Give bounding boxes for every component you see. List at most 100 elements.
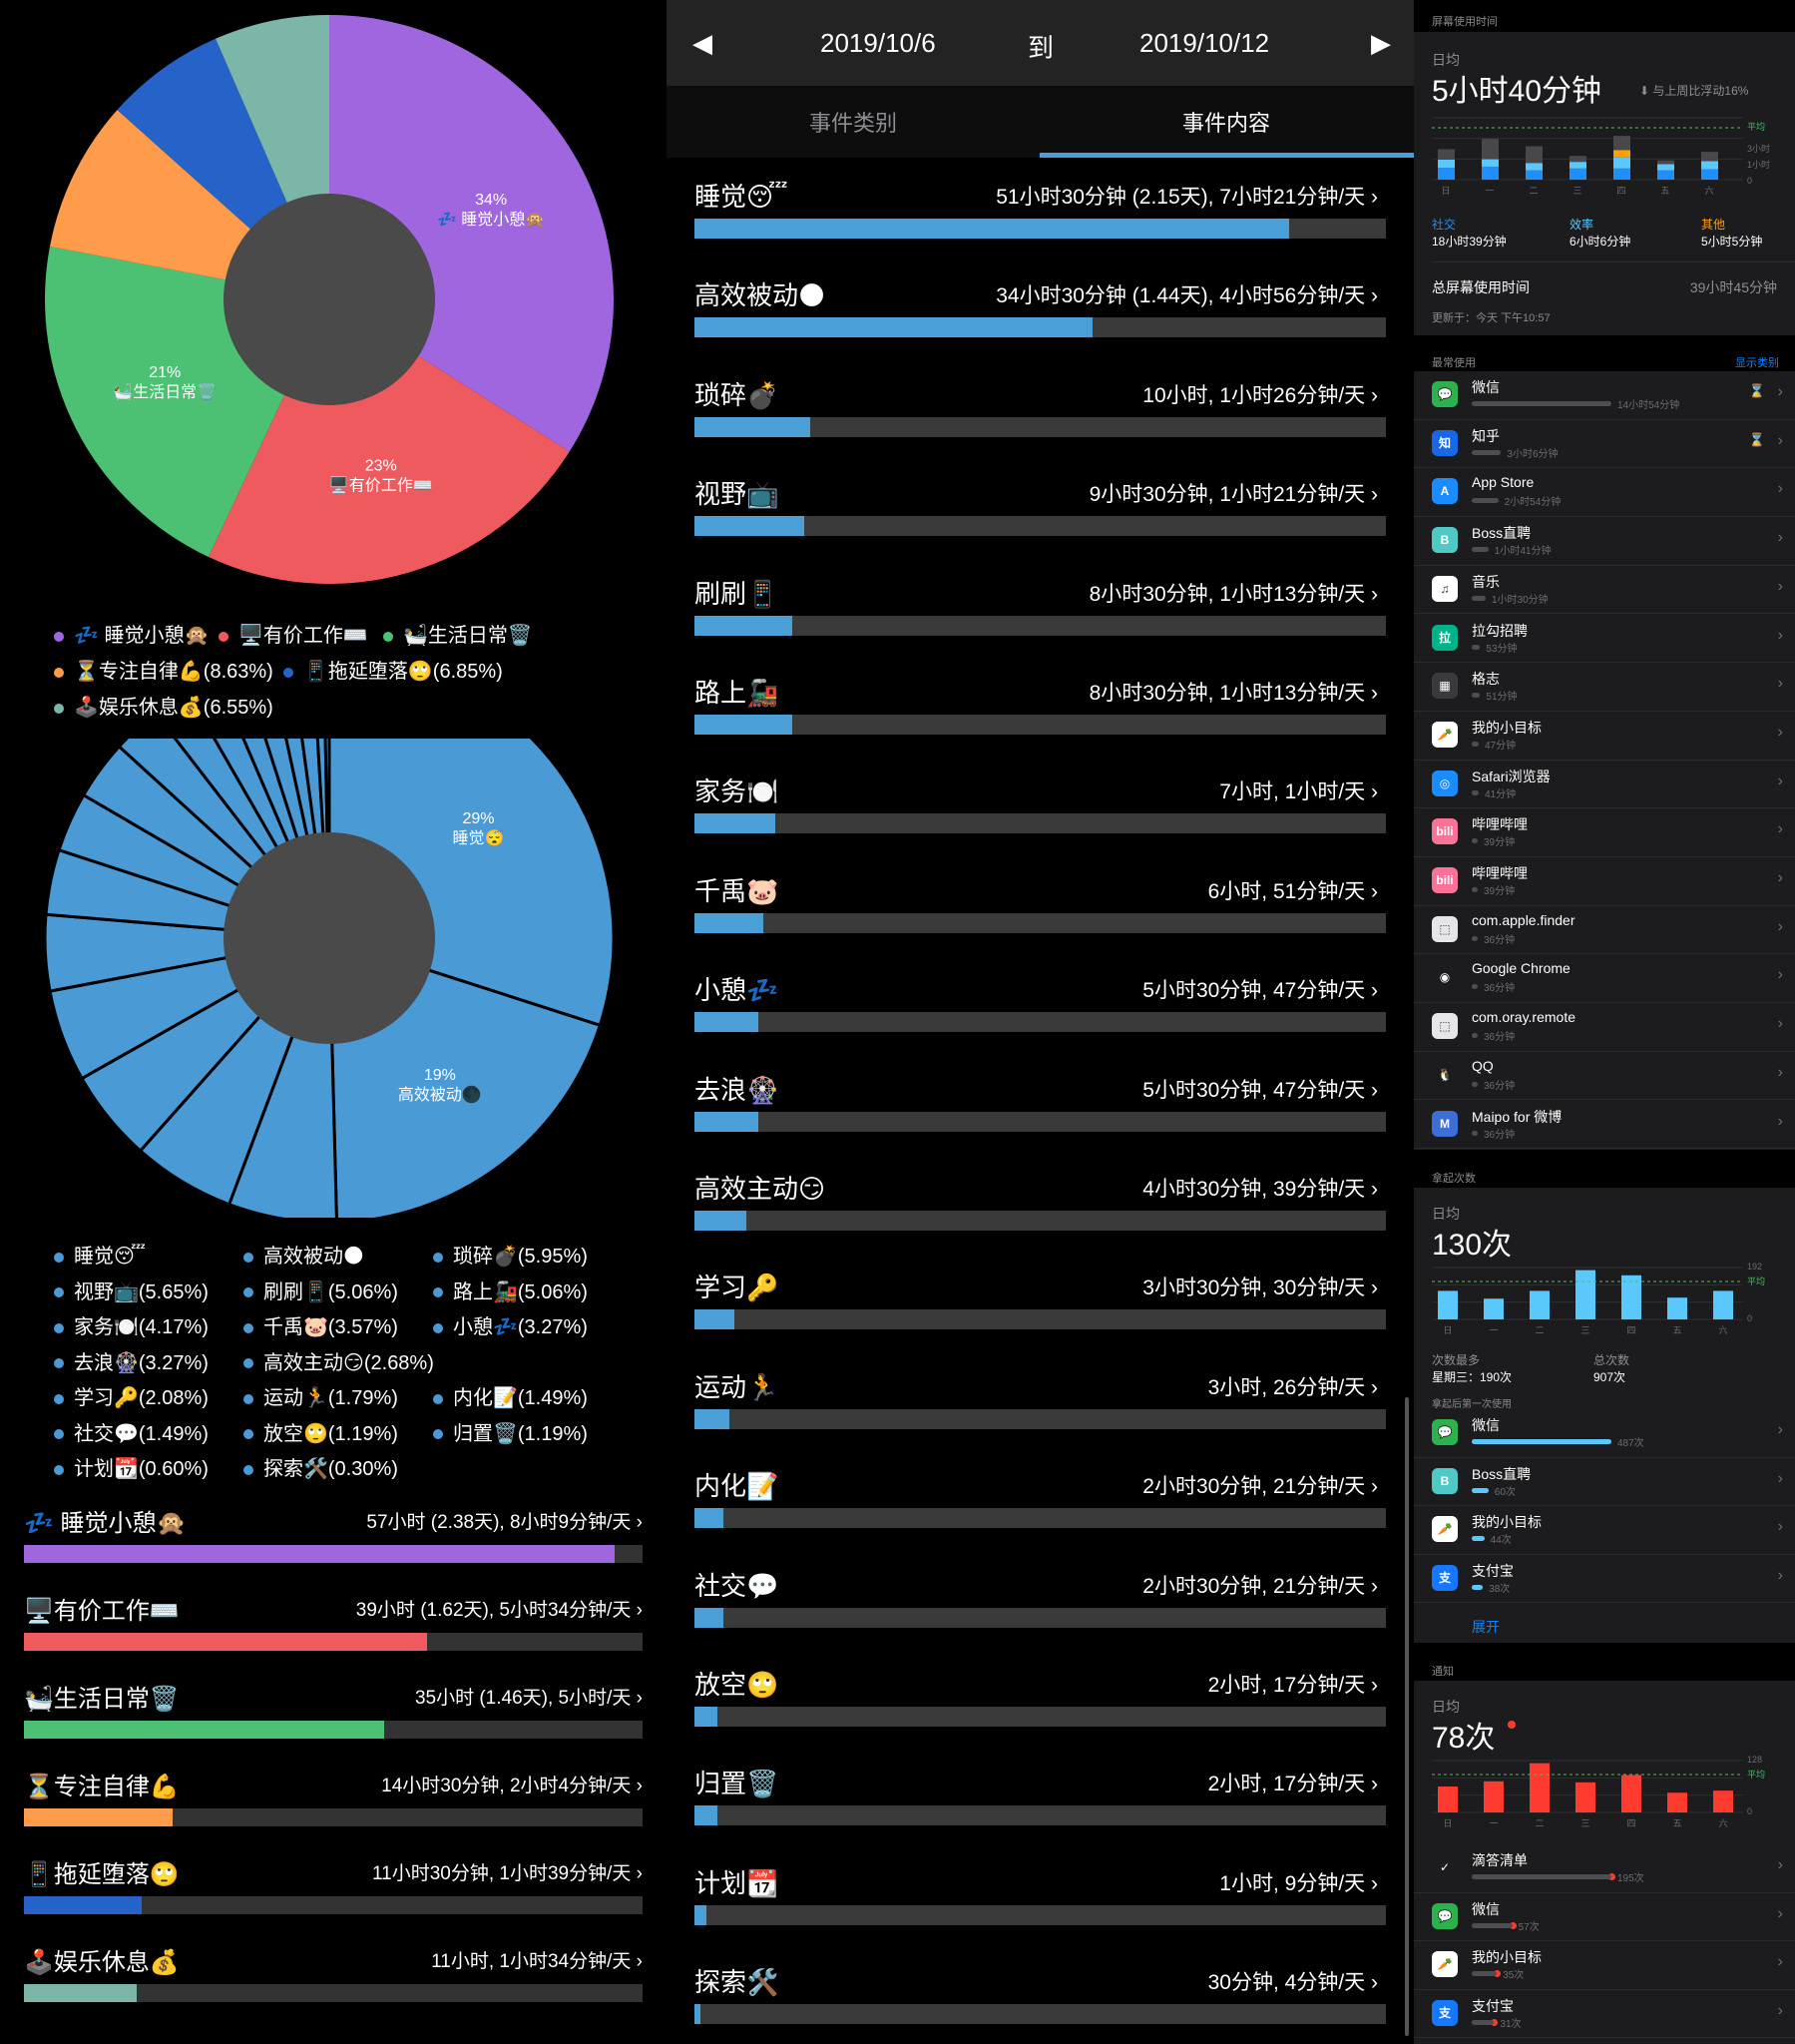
event-row[interactable]: 放空🙄 2小时, 17分钟/天 ›: [694, 1659, 1386, 1758]
event-row[interactable]: 家务🍽️ 7小时, 1小时/天 ›: [694, 766, 1386, 864]
chevron-right-icon[interactable]: ›: [1777, 383, 1783, 400]
app-name: Boss直聘: [1472, 525, 1532, 542]
event-row[interactable]: 计划📆 1小时, 9分钟/天 ›: [694, 1857, 1386, 1956]
event-row[interactable]: 小憩💤 5小时30分钟, 47分钟/天 ›: [694, 964, 1386, 1063]
chevron-right-icon[interactable]: ›: [1777, 626, 1783, 644]
event-value: 2小时30分钟, 21分钟/天 ›: [1142, 1475, 1378, 1499]
chevron-right-icon[interactable]: ›: [1777, 1566, 1783, 1584]
app-row[interactable]: 💬 微信 14小时54分钟 ⌛ ›: [1414, 371, 1795, 420]
chevron-right-icon[interactable]: ›: [1777, 1469, 1783, 1487]
app-row[interactable]: M Maipo for 微博 36分钟 ›: [1414, 1101, 1795, 1150]
event-row[interactable]: 千禹🐷 6小时, 51分钟/天 ›: [694, 865, 1386, 964]
app-row[interactable]: 支支付宝 38次 ›: [1414, 1555, 1795, 1603]
app-name: 哔哩哔哩: [1472, 865, 1528, 881]
tab-event-category[interactable]: 事件类别: [808, 111, 897, 136]
chevron-right-icon[interactable]: ›: [1777, 1518, 1783, 1535]
app-row[interactable]: ⬚ com.oray.remote 36分钟 ›: [1414, 1003, 1795, 1052]
next-week-icon[interactable]: ▶: [1371, 28, 1391, 58]
chevron-right-icon[interactable]: ›: [1777, 966, 1783, 984]
legend-item: 高效被动🌑: [243, 1240, 364, 1269]
chevron-right-icon[interactable]: ›: [1777, 577, 1783, 595]
hourglass-icon[interactable]: ⌛: [1748, 431, 1765, 447]
total-screen-time-row[interactable]: 总屏幕使用时间 39小时45分钟: [1414, 271, 1795, 301]
app-row[interactable]: ♫ 音乐 1小时30分钟 ›: [1414, 566, 1795, 615]
app-row[interactable]: bili 哔哩哔哩 39分钟 ›: [1414, 857, 1795, 906]
category-name: 🛀生活日常🗑️: [24, 1686, 180, 1713]
app-row[interactable]: B Boss直聘 60次 ›: [1414, 1458, 1795, 1506]
chevron-right-icon[interactable]: ›: [1777, 820, 1783, 838]
event-row[interactable]: 高效被动🌑 34小时30分钟 (1.44天), 4小时56分钟/天 ›: [694, 269, 1386, 368]
category-bar-fill: [24, 1545, 616, 1563]
app-row[interactable]: bili 哔哩哔哩 39分钟 ›: [1414, 808, 1795, 857]
event-row[interactable]: 琐碎💣 10小时, 1小时26分钟/天 ›: [694, 369, 1386, 468]
app-row[interactable]: 💬 微信 487次 ›: [1414, 1409, 1795, 1458]
event-row[interactable]: 探索🛠️ 30分钟, 4分钟/天 ›: [694, 1956, 1386, 2044]
category-row[interactable]: 🕹️娱乐休息💰 11小时, 1小时34分钟/天 ›: [24, 1942, 643, 2022]
legend-item: 视野📺(5.65%): [54, 1276, 209, 1304]
category-bar-track: [24, 1984, 643, 2002]
tab-event-content[interactable]: 事件内容: [1181, 111, 1270, 136]
app-row[interactable]: A App Store 2小时54分钟 ›: [1414, 468, 1795, 518]
category-row[interactable]: 📱拖延堕落🙄 11小时30分钟, 1小时39分钟/天 ›: [24, 1854, 643, 1934]
chevron-right-icon[interactable]: ›: [1777, 1904, 1783, 1922]
chevron-right-icon[interactable]: ›: [1777, 1015, 1783, 1033]
event-row[interactable]: 运动🏃 3小时, 26分钟/天 ›: [694, 1361, 1386, 1460]
show-categories-link[interactable]: 显示类别: [1735, 357, 1779, 369]
chevron-right-icon[interactable]: ›: [1777, 529, 1783, 547]
app-row[interactable]: B Boss直聘 1小时41分钟 ›: [1414, 517, 1795, 566]
chevron-right-icon[interactable]: ›: [1777, 1856, 1783, 1873]
app-row[interactable]: ⬚ com.apple.finder 36分钟 ›: [1414, 906, 1795, 955]
chevron-right-icon[interactable]: ›: [1777, 917, 1783, 935]
event-row[interactable]: 刷刷📱 8小时30分钟, 1小时13分钟/天 ›: [694, 568, 1386, 667]
app-row[interactable]: 💬 微信 57次 ›: [1414, 1893, 1795, 1941]
chevron-right-icon[interactable]: ›: [1777, 2001, 1783, 2019]
category-bar-fill: [24, 1896, 142, 1914]
bar-other: [1701, 152, 1718, 162]
event-row[interactable]: 归置🗑️ 2小时, 17分钟/天 ›: [694, 1758, 1386, 1856]
chevron-right-icon[interactable]: ›: [1777, 723, 1783, 741]
chevron-right-icon[interactable]: ›: [1777, 869, 1783, 886]
event-row[interactable]: 内化📝 2小时30分钟, 21分钟/天 ›: [694, 1460, 1386, 1559]
category-row[interactable]: ⏳专注自律💪 14小时30分钟, 2小时4分钟/天 ›: [24, 1767, 643, 1846]
event-row[interactable]: 学习🔑 3小时30分钟, 30分钟/天 ›: [694, 1262, 1386, 1360]
category-row[interactable]: 💤 睡觉小憩🙊 57小时 (2.38天), 8小时9分钟/天 ›: [24, 1503, 643, 1583]
app-row[interactable]: 知知乎 3小时6分钟 ⌛ ›: [1414, 420, 1795, 469]
chevron-right-icon[interactable]: ›: [1777, 675, 1783, 693]
chevron-right-icon[interactable]: ›: [1777, 1953, 1783, 1970]
event-row[interactable]: 去浪🎡 5小时30分钟, 47分钟/天 ›: [694, 1064, 1386, 1163]
app-row[interactable]: ◎ Safari浏览器 41分钟 ›: [1414, 761, 1795, 809]
chevron-right-icon[interactable]: ›: [1777, 1112, 1783, 1130]
chevron-right-icon[interactable]: ›: [1777, 1063, 1783, 1081]
app-row[interactable]: ✓ 滴答清单 195次 ›: [1414, 1844, 1795, 1893]
app-row[interactable]: ◉ Google Chrome 36分钟 ›: [1414, 954, 1795, 1004]
event-pie-chart: 29%睡觉😴 19%高效被动🌑: [43, 739, 616, 1218]
divider: [1432, 261, 1795, 262]
date-from[interactable]: 2019/10/6: [820, 28, 936, 58]
chevron-right-icon[interactable]: ›: [1777, 480, 1783, 498]
prev-week-icon[interactable]: ◀: [692, 28, 712, 58]
category-row[interactable]: 🖥️有价工作⌨️ 39小时 (1.62天), 5小时34分钟/天 ›: [24, 1591, 643, 1671]
event-row[interactable]: 视野📺 9小时30分钟, 1小时21分钟/天 ›: [694, 468, 1386, 567]
app-row[interactable]: 🥕 我的小目标 35次 ›: [1414, 1941, 1795, 1990]
expand-link[interactable]: 展开: [1472, 1619, 1500, 1635]
legend-label: 📱拖延堕落🙄(6.85%): [303, 661, 503, 683]
hourglass-icon[interactable]: ⌛: [1748, 383, 1765, 398]
event-row[interactable]: 社交💬 2小时30分钟, 21分钟/天 ›: [694, 1560, 1386, 1659]
chevron-right-icon[interactable]: ›: [1777, 771, 1783, 789]
app-row[interactable]: 🐧 QQ 36分钟 ›: [1414, 1052, 1795, 1101]
event-row[interactable]: 高效主动😏 4小时30分钟, 39分钟/天 ›: [694, 1163, 1386, 1262]
chevron-right-icon[interactable]: ›: [1777, 1421, 1783, 1438]
event-row[interactable]: 睡觉😴 51小时30分钟 (2.15天), 7小时21分钟/天 ›: [694, 171, 1386, 269]
chevron-right-icon[interactable]: ›: [1777, 431, 1783, 449]
date-to[interactable]: 2019/10/12: [1139, 28, 1270, 58]
app-row[interactable]: 🥕 我的小目标 44次 ›: [1414, 1506, 1795, 1555]
app-row[interactable]: 支支付宝 31次 ›: [1414, 1990, 1795, 2038]
app-row[interactable]: 拉拉勾招聘 53分钟 ›: [1414, 615, 1795, 664]
app-row[interactable]: ▦ 格志 51分钟 ›: [1414, 663, 1795, 712]
category-row[interactable]: 🛀生活日常🗑️ 35小时 (1.46天), 5小时/天 ›: [24, 1679, 643, 1759]
app-row[interactable]: 🥕 我的小目标 47分钟 ›: [1414, 712, 1795, 761]
event-name: 放空🙄: [694, 1670, 779, 1700]
event-row[interactable]: 路上🚂 8小时30分钟, 1小时13分钟/天 ›: [694, 667, 1386, 766]
day-label: 六: [1718, 1324, 1727, 1335]
scrollbar[interactable]: [1405, 1397, 1409, 2036]
